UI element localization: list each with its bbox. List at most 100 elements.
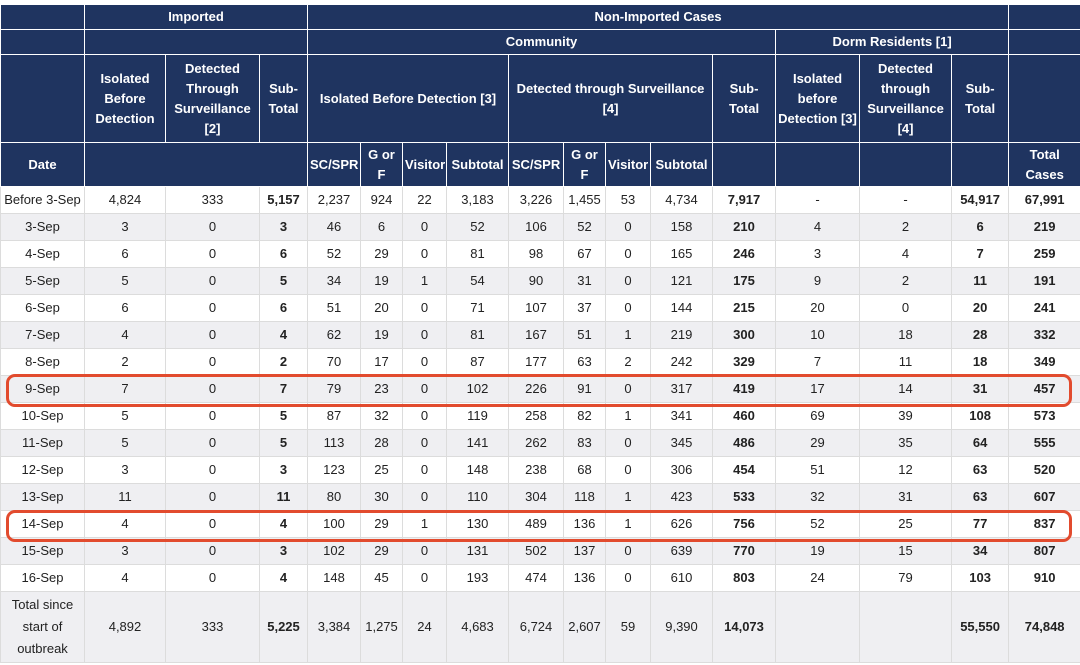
cell-dt: 0	[165, 483, 260, 511]
table-row: 3-Sep 3 0 3 46 6 0 52 106 52 0 158 210 4 2 6 219	[0, 213, 1080, 241]
cell-st: 4	[258, 510, 309, 538]
cell-a1: 2,237	[307, 186, 362, 214]
cell-dd: 18	[859, 321, 953, 349]
cell-a4: 71	[446, 294, 510, 322]
cell-b2: 51	[563, 321, 607, 349]
cell-ib: 5	[84, 402, 166, 430]
cell-b2: 82	[563, 402, 607, 430]
total-cell-dd	[859, 591, 953, 663]
cell-a4: 130	[446, 510, 510, 538]
cell-b2: 52	[563, 213, 607, 241]
cell-di: 51	[775, 456, 861, 484]
cell-dd: 4	[859, 240, 953, 268]
cell-cs: 175	[712, 267, 777, 295]
table-row: 14-Sep 4 0 4 100 29 1 130 489 136 1 626 756 52 25 77 837	[0, 510, 1080, 538]
total-cell-cs: 14,073	[712, 591, 777, 663]
cell-b3: 1	[605, 483, 652, 511]
cell-ib: 4	[84, 321, 166, 349]
cell-ds: 103	[951, 564, 1010, 592]
cell-a2: 30	[360, 483, 404, 511]
table-row: 7-Sep 4 0 4 62 19 0 81 167 51 1 219 300 10 18 28 332	[0, 321, 1080, 349]
cell-b1: 98	[508, 240, 565, 268]
cell-b4: 144	[650, 294, 714, 322]
cell-st: 4	[258, 321, 309, 349]
header-dorm-subtotal: Sub-Total	[951, 54, 1010, 143]
cell-di: 9	[775, 267, 861, 295]
cell-a1: 70	[307, 348, 362, 376]
cell-a1: 102	[307, 537, 362, 565]
cell-tot: 259	[1008, 240, 1080, 268]
table-row: 8-Sep 2 0 2 70 17 0 87 177 63 2 242 329 7 11 18 349	[0, 348, 1080, 376]
cell-di: 52	[775, 510, 861, 538]
header-community-subtotal: Sub-Total	[712, 54, 777, 143]
cell-ds: 63	[951, 456, 1010, 484]
cell-a1: 148	[307, 564, 362, 592]
cell-date: 15-Sep	[0, 537, 85, 565]
total-row: Total since start of outbreak 4,892 333 5,2…	[0, 591, 1080, 663]
header-visitor: Visitor	[605, 142, 652, 187]
cell-a2: 6	[360, 213, 404, 241]
cell-b1: 106	[508, 213, 565, 241]
cell-ds: 11	[951, 267, 1010, 295]
cell-b3: 2	[605, 348, 652, 376]
header-blank	[0, 4, 85, 30]
cell-cs: 803	[712, 564, 777, 592]
cell-date: 16-Sep	[0, 564, 85, 592]
cell-b1: 3,226	[508, 186, 565, 214]
cell-a3: 0	[402, 213, 448, 241]
cell-b3: 1	[605, 510, 652, 538]
cell-a2: 29	[360, 537, 404, 565]
cell-tot: 191	[1008, 267, 1080, 295]
header-sc-spr: SC/SPR	[307, 142, 362, 187]
cell-tot: 219	[1008, 213, 1080, 241]
table-row: 4-Sep 6 0 6 52 29 0 81 98 67 0 165 246 3 4 7 259	[0, 240, 1080, 268]
cell-cs: 770	[712, 537, 777, 565]
cell-b4: 341	[650, 402, 714, 430]
total-cell-a1: 3,384	[307, 591, 362, 663]
total-cell-di	[775, 591, 861, 663]
cell-b1: 226	[508, 375, 565, 403]
cell-ds: 31	[951, 375, 1010, 403]
cell-a4: 131	[446, 537, 510, 565]
cell-dd: 35	[859, 429, 953, 457]
total-cell-b1: 6,724	[508, 591, 565, 663]
cell-a3: 0	[402, 537, 448, 565]
cell-a3: 0	[402, 564, 448, 592]
header-blank	[1008, 29, 1080, 55]
cell-b2: 136	[563, 510, 607, 538]
cell-a3: 0	[402, 294, 448, 322]
header-blank	[0, 29, 85, 55]
total-cell-date: Total since start of outbreak	[0, 591, 85, 663]
total-cell-st: 5,225	[258, 591, 309, 663]
cell-b4: 639	[650, 537, 714, 565]
cell-a2: 19	[360, 321, 404, 349]
table-row: 11-Sep 5 0 5 113 28 0 141 262 83 0 345 486 29 35 64 555	[0, 429, 1080, 457]
cell-b4: 4,734	[650, 186, 714, 214]
total-cell-b2: 2,607	[563, 591, 607, 663]
cell-b3: 0	[605, 564, 652, 592]
header-blank	[712, 142, 777, 187]
cell-ds: 108	[951, 402, 1010, 430]
cell-b4: 626	[650, 510, 714, 538]
cell-di: 10	[775, 321, 861, 349]
cell-b4: 423	[650, 483, 714, 511]
cell-dt: 0	[165, 267, 260, 295]
header-blank	[0, 54, 85, 143]
total-cell-b4: 9,390	[650, 591, 714, 663]
cell-a1: 113	[307, 429, 362, 457]
cell-tot: 607	[1008, 483, 1080, 511]
cell-date: 13-Sep	[0, 483, 85, 511]
cell-date: 10-Sep	[0, 402, 85, 430]
cell-b3: 53	[605, 186, 652, 214]
cell-b2: 31	[563, 267, 607, 295]
header-dorm-residents: Dorm Residents [1]	[775, 29, 1010, 55]
cell-di: 29	[775, 429, 861, 457]
cell-ds: 28	[951, 321, 1010, 349]
cell-a3: 0	[402, 375, 448, 403]
cell-dt: 0	[165, 213, 260, 241]
cell-dd: 2	[859, 267, 953, 295]
cell-a1: 123	[307, 456, 362, 484]
cases-table: Imported Non-Imported Cases Community Do…	[0, 4, 1080, 663]
cell-b2: 63	[563, 348, 607, 376]
total-cell-tot: 74,848	[1008, 591, 1080, 663]
